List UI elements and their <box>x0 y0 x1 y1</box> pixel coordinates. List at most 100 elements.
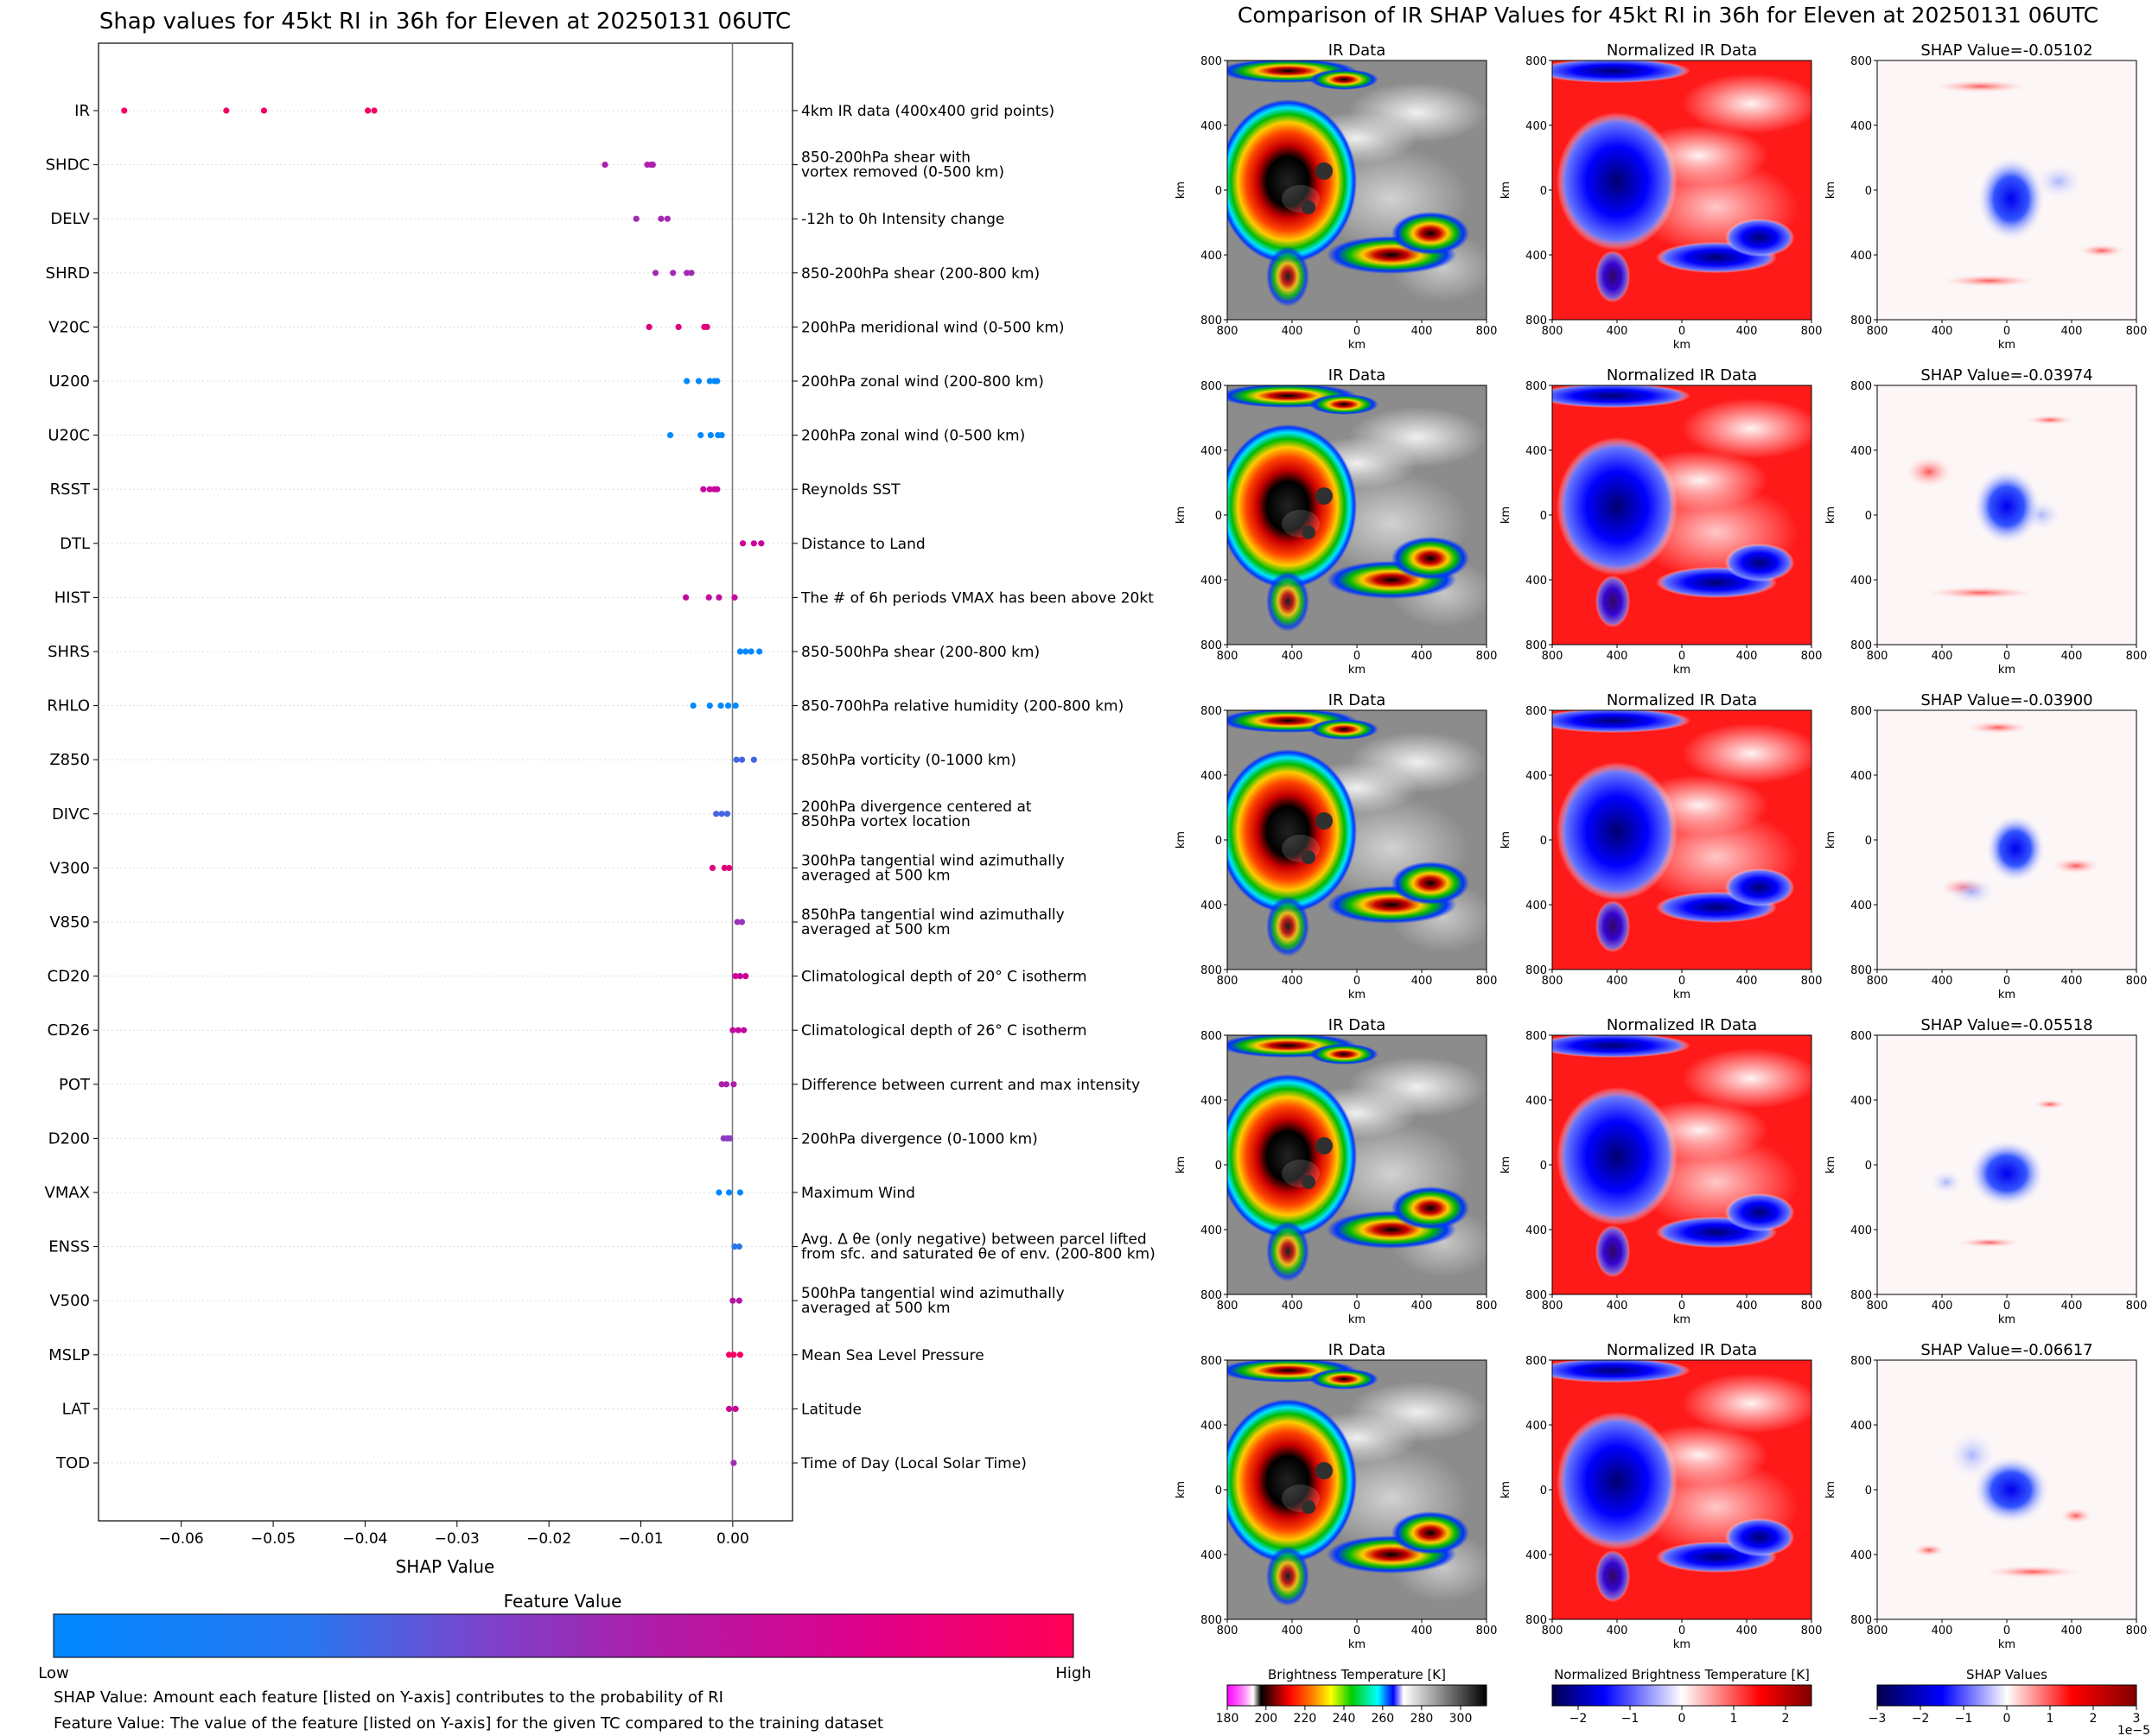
x-tick-label: 400 <box>2061 1300 2083 1313</box>
y-tick-label: 0 <box>1215 1160 1222 1173</box>
x-tick-label: 400 <box>1607 975 1628 988</box>
x-axis-label: km <box>1348 1638 1366 1651</box>
feature-name-delv: DELV <box>50 210 90 228</box>
x-axis-ticks: −0.06 −0.05 −0.04 −0.03 −0.02 −0.01 0.00 <box>159 1521 749 1548</box>
point-u20c <box>697 432 704 439</box>
panel-title: IR Data <box>1328 366 1386 385</box>
colorbar-tick-label: 240 <box>1333 1712 1356 1726</box>
feature-name-v300: V300 <box>49 859 90 877</box>
feature-name-rsst: RSST <box>50 480 91 499</box>
point-tod <box>730 1459 737 1466</box>
feature-desc-u20c: 200hPa zonal wind (0-500 km) <box>801 428 1025 445</box>
y-tick-label: 0 <box>1865 1160 1872 1173</box>
point-shrd <box>688 270 695 277</box>
feature-name-shdc: SHDC <box>46 156 90 175</box>
y-tick-label: 400 <box>1850 1224 1872 1237</box>
ir-image <box>1227 1035 1487 1294</box>
x-tick-label: 800 <box>1867 1625 1888 1637</box>
x-tick-label: 400 <box>1932 325 1953 338</box>
y-tick-label: 800 <box>1200 1289 1222 1302</box>
x-tick-label: 800 <box>1542 650 1563 663</box>
point-u20c <box>666 432 674 439</box>
point-u20c <box>707 432 714 439</box>
x-tick-label: 800 <box>1801 975 1823 988</box>
x-tick-label: −0.01 <box>618 1530 663 1548</box>
y-tick-label: 800 <box>1850 55 1872 68</box>
x-tick-label: 400 <box>1932 650 1953 663</box>
y-tick-label: 800 <box>1200 55 1222 68</box>
feature-desc-rhlo: 850-700hPa relative humidity (200-800 km… <box>801 698 1124 715</box>
panel-title: SHAP Value=-0.03974 <box>1920 366 2092 385</box>
panel-r2-c3: SHAP Value=-0.03974800800400400004004008… <box>1824 366 2147 677</box>
x-tick-label: 400 <box>1932 1625 1953 1637</box>
x-tick-label: 800 <box>1801 1625 1823 1637</box>
point-v850 <box>734 919 741 925</box>
y-tick-label: 400 <box>1525 1224 1547 1237</box>
x-axis-label: km <box>1998 1313 2015 1326</box>
y-tick-label: 800 <box>1850 1030 1872 1043</box>
x-tick-label: 800 <box>1476 1625 1498 1637</box>
x-tick-label: 800 <box>2126 975 2148 988</box>
point-vmax <box>716 1189 723 1196</box>
point-cd26 <box>729 1027 736 1033</box>
point-vmax <box>726 1189 733 1196</box>
x-axis-label: km <box>1673 664 1690 677</box>
point-shrs <box>742 648 749 655</box>
x-tick-label: 400 <box>1736 1625 1758 1637</box>
y-tick-label: 400 <box>1850 1095 1872 1108</box>
feature-desc-d200: 200hPa divergence (0-1000 km) <box>801 1130 1038 1148</box>
colorbar-brightness-bar <box>1226 1684 1487 1707</box>
y-axis-label: km <box>1175 181 1187 199</box>
point-ir <box>371 107 378 114</box>
x-tick-label: 0 <box>1353 1300 1360 1313</box>
x-tick-label: 800 <box>1542 1625 1563 1637</box>
y-axis-label: km <box>1824 181 1837 199</box>
point-enss <box>731 1243 738 1250</box>
x-axis-label: km <box>1673 1638 1690 1651</box>
feature-desc-v300: averaged at 500 km <box>801 867 951 884</box>
point-cd20 <box>736 973 743 980</box>
colorbar-tick-label: 1 <box>2047 1712 2054 1726</box>
colorbar-tick-label: −1 <box>1955 1712 1973 1726</box>
feature-gridlines <box>99 110 793 1464</box>
panel-title: Normalized IR Data <box>1607 1341 1757 1359</box>
feature-desc-delv: -12h to 0h Intensity change <box>801 211 1004 228</box>
normalized-ir-image <box>1552 60 1811 320</box>
x-tick-label: 0.00 <box>716 1530 749 1548</box>
x-tick-label: 800 <box>1476 1300 1498 1313</box>
panel-r2-c2: Normalized IR Data8008004004000040040080… <box>1499 366 1822 677</box>
point-delv <box>633 215 640 222</box>
y-tick-label: 400 <box>1525 1549 1547 1562</box>
y-tick-label: 800 <box>1525 55 1547 68</box>
y-tick-label: 400 <box>1525 250 1547 263</box>
x-tick-label: 0 <box>1353 1625 1360 1637</box>
x-tick-label: 800 <box>1867 325 1888 338</box>
feature-desc-v300: 300hPa tangential wind azimuthally <box>801 852 1065 869</box>
feature-name-hist: HIST <box>54 588 91 607</box>
x-tick-label: 0 <box>1353 325 1360 338</box>
point-delv <box>658 215 665 222</box>
point-dtl <box>758 540 765 547</box>
point-d200 <box>727 1135 734 1141</box>
feature-desc-lat: Latitude <box>801 1401 862 1418</box>
point-mslp <box>730 1351 737 1358</box>
feature-descriptions: 4km IR data (400x400 grid points) 850-200… <box>793 103 1156 1472</box>
point-rhlo <box>717 703 724 709</box>
y-tick-label: 400 <box>1850 1420 1872 1433</box>
y-axis-label: km <box>1499 1481 1512 1498</box>
y-tick-label: 800 <box>1850 1289 1872 1302</box>
x-tick-label: −0.06 <box>159 1530 204 1548</box>
colorbar-tick-label: 0 <box>2003 1712 2011 1726</box>
x-axis-label: km <box>1998 989 2015 1002</box>
y-tick-label: 800 <box>1200 1355 1222 1368</box>
panel-title: IR Data <box>1328 1341 1386 1359</box>
y-tick-label: 800 <box>1525 1355 1547 1368</box>
y-tick-label: 400 <box>1525 1095 1547 1108</box>
y-tick-label: 400 <box>1200 1224 1222 1237</box>
feature-desc-enss: from sfc. and saturated θe of env. (200-… <box>801 1246 1156 1263</box>
point-v300 <box>709 864 716 872</box>
colorbar-tick-label: −2 <box>1569 1712 1588 1726</box>
